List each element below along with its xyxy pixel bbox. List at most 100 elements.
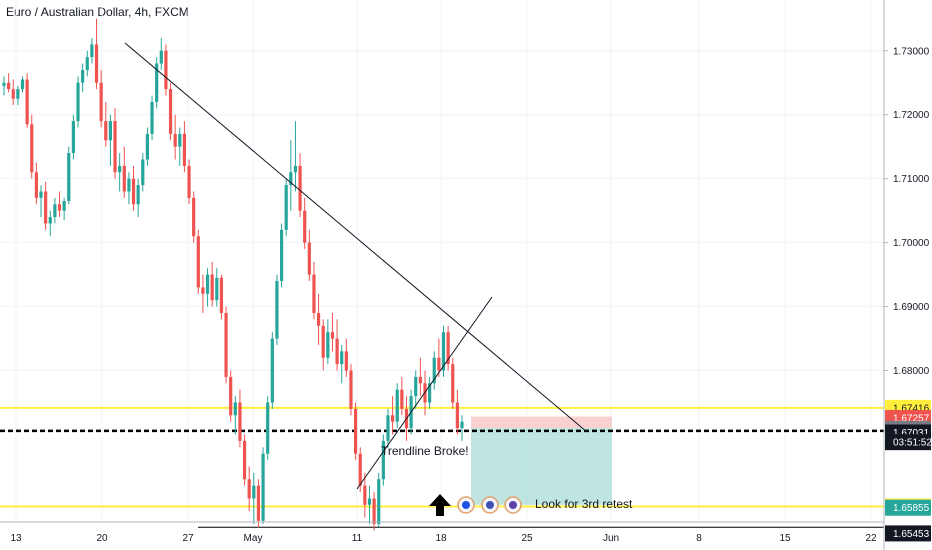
candle	[90, 37, 94, 64]
price-tags: 1.674161.672571.670871.6703103:51:521.65…	[885, 399, 932, 542]
candle-body	[312, 274, 316, 313]
candle	[178, 127, 182, 166]
candle-body	[192, 197, 196, 237]
candle-body	[344, 351, 348, 371]
candle-body	[57, 204, 62, 211]
candle	[316, 293, 321, 345]
candle-body	[178, 133, 182, 147]
time-axis[interactable]: 13 20 27 May 11 18 25 Jun 8 15 22	[0, 521, 884, 544]
y-tick-label: 1.71000	[893, 174, 930, 185]
trendlines	[124, 42, 588, 490]
event-marker-icon	[504, 496, 522, 514]
candle	[141, 153, 145, 192]
y-tick-label: 1.73000	[893, 46, 930, 57]
candle-body	[340, 351, 344, 365]
candle-body	[266, 402, 270, 454]
candle	[261, 447, 265, 525]
candle	[247, 466, 251, 512]
candle-body	[367, 498, 372, 505]
candle-body	[145, 133, 150, 160]
x-tick-label: 13	[10, 533, 22, 544]
candle	[164, 44, 168, 96]
candle	[34, 162, 38, 205]
candle-body	[99, 82, 103, 122]
candle-body	[377, 479, 381, 525]
candle	[48, 210, 52, 237]
y-tick-label: 1.70000	[893, 238, 930, 249]
candle-body	[349, 370, 353, 409]
candle-body	[20, 79, 25, 90]
candle	[303, 197, 307, 250]
candle-body	[219, 277, 224, 313]
candle	[25, 73, 29, 128]
candle-body	[39, 191, 43, 198]
price-tag-label: 1.65453	[893, 529, 930, 540]
candle	[196, 229, 200, 294]
candle	[182, 121, 187, 173]
candle	[150, 95, 154, 141]
candle	[219, 274, 224, 320]
candle-body	[187, 165, 191, 198]
candle	[233, 396, 237, 435]
candle	[131, 165, 136, 211]
grid	[0, 0, 884, 522]
candle	[372, 492, 376, 531]
candle-body	[34, 172, 38, 198]
candle-body	[391, 415, 395, 422]
candle	[192, 191, 196, 243]
retest-label: Look for 3rd retest	[535, 497, 633, 511]
candle	[104, 101, 108, 147]
candle-body	[289, 172, 293, 186]
candle-body	[94, 44, 99, 83]
y-tick-label: 1.68000	[893, 366, 930, 377]
candle	[344, 338, 348, 377]
candle-body	[159, 50, 163, 64]
candle	[363, 472, 367, 518]
price-axis[interactable]: 1.73000 1.72000 1.71000 1.70000 1.69000 1.680…	[883, 0, 930, 550]
candle-body	[108, 121, 113, 141]
candle-body	[62, 201, 66, 211]
candle	[136, 178, 140, 218]
candle-body	[279, 229, 284, 281]
x-tick-label: 27	[182, 533, 194, 544]
candle-body	[330, 332, 335, 339]
candle	[386, 408, 390, 448]
candle	[326, 319, 330, 365]
candle	[187, 159, 191, 205]
candle-body	[303, 210, 307, 243]
price-tag-bg	[885, 525, 931, 542]
candle-body	[316, 312, 321, 326]
candle	[127, 172, 131, 205]
candle-body	[441, 332, 446, 371]
take-profit-zone	[471, 428, 612, 505]
candle	[168, 82, 173, 141]
candle-body	[437, 357, 441, 371]
candle-body	[182, 133, 187, 166]
x-tick-label: Jun	[603, 533, 619, 544]
candle-body	[353, 408, 358, 454]
candle	[400, 376, 404, 416]
candle-body	[460, 421, 464, 429]
candle	[266, 396, 270, 461]
candle	[20, 76, 25, 93]
y-tick-label: 1.69000	[893, 302, 930, 313]
x-tick-label: May	[244, 533, 263, 544]
candle-body	[298, 165, 302, 211]
x-tick-label: 15	[779, 533, 791, 544]
candle	[215, 268, 219, 307]
candle	[367, 485, 372, 525]
x-tick-label: 18	[435, 533, 447, 544]
candle-body	[428, 383, 432, 403]
candle	[307, 229, 311, 281]
candle	[2, 76, 6, 96]
candle-body	[44, 191, 48, 224]
candle	[298, 153, 302, 218]
candle	[391, 396, 395, 435]
candle-body	[141, 159, 145, 186]
candle	[252, 472, 256, 525]
candle-body	[201, 287, 205, 294]
candle-body	[252, 485, 256, 499]
candle	[44, 181, 48, 230]
candle-body	[381, 440, 385, 480]
